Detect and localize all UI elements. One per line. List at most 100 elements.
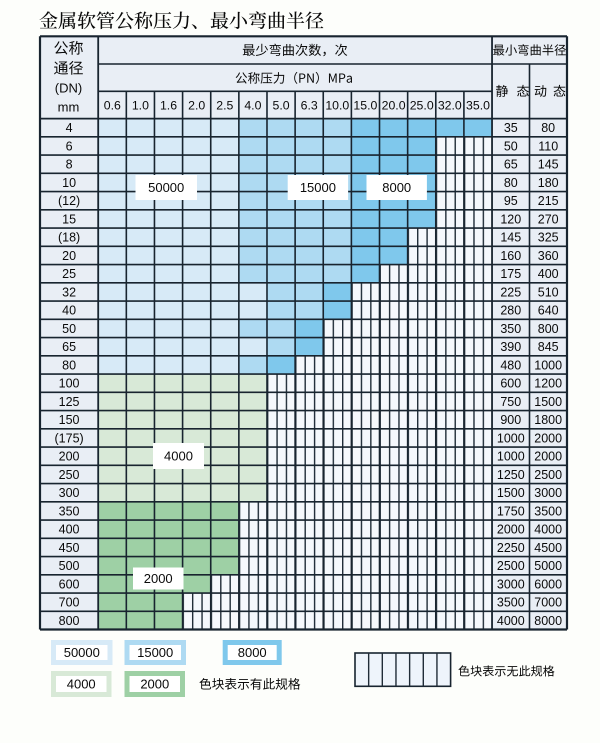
svg-text:1800: 1800: [534, 413, 562, 427]
svg-text:4000: 4000: [67, 677, 96, 692]
svg-text:6000: 6000: [534, 577, 562, 591]
svg-text:1500: 1500: [497, 486, 525, 500]
svg-text:15.0: 15.0: [353, 98, 377, 112]
svg-text:(DN): (DN): [55, 81, 82, 96]
svg-text:800: 800: [59, 614, 80, 628]
svg-text:65: 65: [504, 158, 518, 172]
svg-text:2000: 2000: [497, 523, 525, 537]
svg-text:200: 200: [59, 450, 80, 464]
svg-text:2.5: 2.5: [216, 98, 233, 112]
svg-text:800: 800: [538, 322, 559, 336]
svg-text:50000: 50000: [64, 645, 100, 660]
svg-text:20.0: 20.0: [382, 98, 406, 112]
svg-text:65: 65: [62, 340, 76, 354]
svg-text:180: 180: [538, 176, 559, 190]
svg-text:25: 25: [62, 267, 76, 281]
svg-text:5000: 5000: [534, 559, 562, 573]
svg-text:175: 175: [500, 267, 521, 281]
svg-text:50: 50: [62, 322, 76, 336]
svg-text:4000: 4000: [497, 614, 525, 628]
svg-text:510: 510: [538, 285, 559, 299]
svg-text:4000: 4000: [164, 449, 193, 464]
svg-text:15000: 15000: [300, 180, 336, 195]
svg-text:900: 900: [500, 413, 521, 427]
svg-text:0.6: 0.6: [104, 98, 121, 112]
svg-text:3000: 3000: [497, 577, 525, 591]
svg-text:390: 390: [500, 340, 521, 354]
svg-text:700: 700: [59, 596, 80, 610]
svg-text:1250: 1250: [497, 468, 525, 482]
svg-text:2500: 2500: [534, 468, 562, 482]
svg-text:1000: 1000: [534, 358, 562, 372]
svg-text:270: 270: [538, 213, 559, 227]
svg-text:125: 125: [59, 395, 80, 409]
svg-text:2.0: 2.0: [188, 98, 205, 112]
svg-text:325: 325: [538, 231, 559, 245]
svg-text:32: 32: [62, 285, 76, 299]
svg-text:1500: 1500: [534, 395, 562, 409]
svg-text:95: 95: [504, 194, 518, 208]
svg-text:480: 480: [500, 358, 521, 372]
svg-text:250: 250: [59, 468, 80, 482]
svg-text:280: 280: [500, 304, 521, 318]
svg-text:15: 15: [62, 213, 76, 227]
svg-text:2250: 2250: [497, 541, 525, 555]
svg-text:225: 225: [500, 285, 521, 299]
svg-text:15000: 15000: [137, 645, 173, 660]
svg-text:2000: 2000: [534, 450, 562, 464]
svg-text:600: 600: [500, 377, 521, 391]
svg-text:2500: 2500: [497, 559, 525, 573]
svg-text:110: 110: [538, 140, 558, 154]
svg-text:10.0: 10.0: [325, 98, 349, 112]
svg-text:80: 80: [504, 176, 518, 190]
svg-text:8000: 8000: [534, 614, 562, 628]
svg-text:4000: 4000: [534, 523, 562, 537]
svg-text:120: 120: [500, 213, 521, 227]
svg-text:600: 600: [59, 577, 80, 591]
svg-text:8000: 8000: [382, 180, 411, 195]
svg-text:80: 80: [541, 121, 555, 135]
svg-text:100: 100: [59, 377, 80, 391]
svg-text:4: 4: [66, 121, 73, 135]
svg-text:350: 350: [59, 504, 80, 518]
svg-text:2000: 2000: [534, 431, 562, 445]
svg-text:mm: mm: [58, 100, 80, 115]
svg-text:35: 35: [504, 121, 518, 135]
svg-text:1.0: 1.0: [132, 98, 149, 112]
svg-text:7000: 7000: [534, 596, 562, 610]
svg-text:1000: 1000: [497, 450, 525, 464]
svg-text:845: 845: [538, 340, 559, 354]
svg-text:4500: 4500: [534, 541, 562, 555]
svg-text:145: 145: [538, 158, 559, 172]
svg-text:640: 640: [538, 304, 559, 318]
svg-text:215: 215: [538, 194, 559, 208]
svg-text:750: 750: [500, 395, 521, 409]
svg-text:40: 40: [62, 304, 76, 318]
svg-text:4.0: 4.0: [244, 98, 261, 112]
svg-text:2000: 2000: [144, 571, 173, 586]
svg-text:25.0: 25.0: [410, 98, 434, 112]
svg-text:400: 400: [538, 267, 559, 281]
svg-text:360: 360: [538, 249, 559, 263]
svg-text:6: 6: [66, 140, 73, 154]
svg-text:2000: 2000: [140, 677, 169, 692]
svg-text:400: 400: [59, 523, 80, 537]
svg-text:80: 80: [62, 358, 76, 372]
svg-text:50000: 50000: [148, 180, 184, 195]
svg-text:145: 145: [500, 231, 521, 245]
svg-text:350: 350: [500, 322, 521, 336]
svg-text:450: 450: [59, 541, 80, 555]
svg-text:160: 160: [500, 249, 521, 263]
svg-text:150: 150: [59, 413, 80, 427]
svg-text:50: 50: [504, 140, 518, 154]
svg-text:(175): (175): [55, 431, 84, 445]
svg-text:1200: 1200: [534, 377, 562, 391]
svg-text:32.0: 32.0: [438, 98, 462, 112]
svg-text:3500: 3500: [497, 596, 525, 610]
svg-text:3000: 3000: [534, 486, 562, 500]
svg-text:1750: 1750: [497, 504, 525, 518]
svg-text:8: 8: [66, 158, 73, 172]
svg-text:20: 20: [62, 249, 76, 263]
svg-text:300: 300: [59, 486, 80, 500]
svg-text:3500: 3500: [534, 504, 562, 518]
